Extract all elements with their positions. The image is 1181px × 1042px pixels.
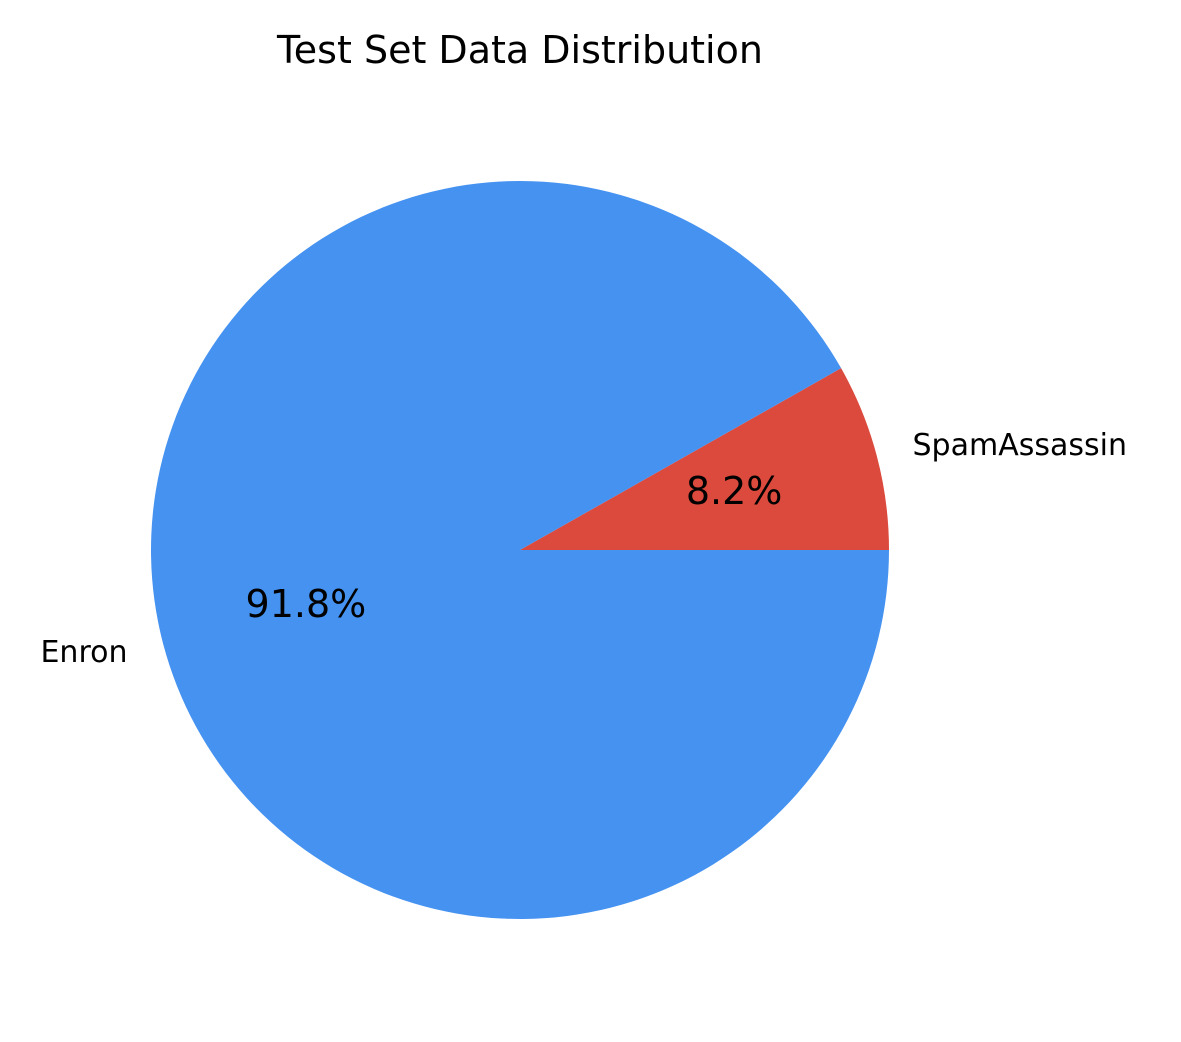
- pie-label-enron: Enron: [40, 635, 127, 670]
- pie-labels: SpamAssassin 8.2% Enron 91.8%: [40, 428, 1126, 670]
- pie-slices: [151, 181, 889, 920]
- pie-percent-spamassassin: 8.2%: [686, 469, 783, 513]
- pie-slice-enron: [151, 181, 889, 920]
- pie-label-spamassassin: SpamAssassin: [913, 428, 1127, 463]
- pie-percent-enron: 91.8%: [246, 582, 367, 626]
- chart-title: Test Set Data Distribution: [276, 28, 763, 72]
- pie-slice-spamassassin: [520, 368, 889, 550]
